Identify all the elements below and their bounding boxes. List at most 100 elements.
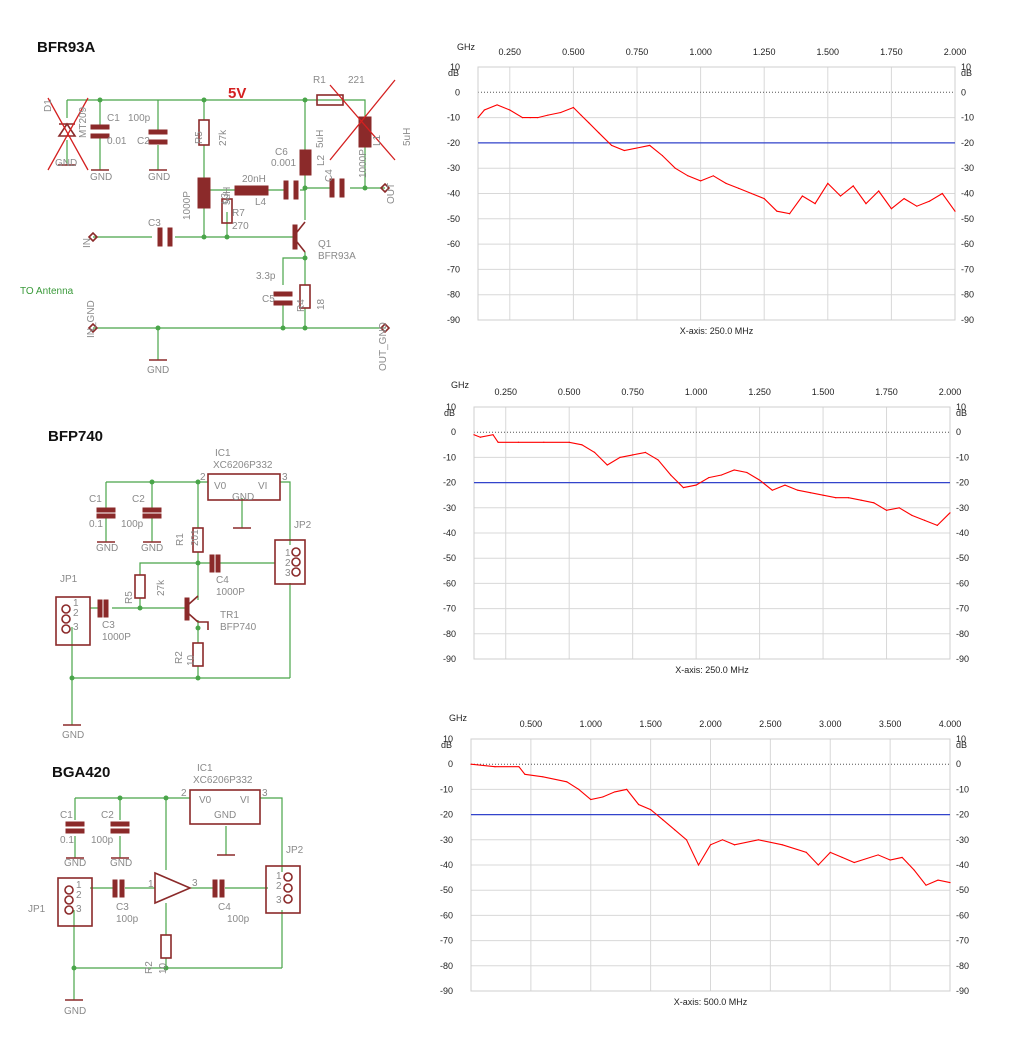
y-tick-label-left: -10 xyxy=(447,113,460,123)
resistor-r2-bfp740 xyxy=(192,642,204,667)
y-tick-label-left: 10 xyxy=(443,734,453,744)
data-point xyxy=(566,781,568,783)
data-point xyxy=(568,441,570,443)
label-c4-value-bga420: 100p xyxy=(227,914,250,925)
transistor-q1 xyxy=(292,221,306,253)
data-point xyxy=(614,791,616,793)
label-c5: C5 xyxy=(262,294,275,305)
bga420-wires xyxy=(73,797,283,1000)
data-point xyxy=(602,796,604,798)
data-point xyxy=(903,197,905,200)
label-ic1-bfp740: IC1 xyxy=(215,448,231,459)
gnd-symbols-bfr93a xyxy=(58,164,167,361)
label-c4: C4 xyxy=(324,169,335,182)
schematic-bfp740: BFP740 xyxy=(48,428,312,741)
bfr93a-port-markers xyxy=(87,182,391,334)
capacitor-c3-bga420 xyxy=(112,879,125,898)
capacitor-c4 xyxy=(329,178,345,198)
y-unit-label-right: dB xyxy=(961,68,972,78)
x-unit-label: GHz xyxy=(449,713,468,723)
resistor-r1-bfp740 xyxy=(192,527,204,553)
y-tick-label-right: -80 xyxy=(956,961,969,971)
resistor-r2-bga420 xyxy=(160,934,172,959)
data-point xyxy=(674,167,676,169)
plot-border xyxy=(470,738,951,992)
data-point xyxy=(829,851,831,854)
data-point xyxy=(924,519,926,522)
label-gnd-c2-bfp740: GND xyxy=(141,543,163,554)
label-amp-pin1: 1 xyxy=(148,879,154,890)
y-tick-label-right: -60 xyxy=(956,910,969,920)
label-l1: L1 xyxy=(372,134,383,146)
y-tick-label-left: 0 xyxy=(455,87,460,97)
label-jp1-pin3-bga420: 3 xyxy=(76,904,82,915)
label-q1: Q1 xyxy=(318,239,332,250)
bfr93a-junctions xyxy=(97,97,368,331)
label-r1-value-bfp740: 201 xyxy=(190,529,201,546)
ic1-bfp740 xyxy=(207,473,281,501)
y-tick-label-left: 10 xyxy=(450,62,460,72)
ic1-bga420 xyxy=(189,789,261,825)
label-r4-value: 18 xyxy=(316,298,327,310)
data-point xyxy=(606,464,608,466)
data-point xyxy=(695,484,697,486)
plot-border xyxy=(477,66,956,321)
label-c5-value: 3.3p xyxy=(256,271,276,282)
data-point xyxy=(801,195,803,197)
data-point xyxy=(913,869,915,871)
y-tick-label-right: 0 xyxy=(956,759,961,769)
data-point xyxy=(841,856,843,859)
data-point xyxy=(560,111,562,114)
capacitor-c4-bga420 xyxy=(212,879,225,898)
x-tick-label: 1.500 xyxy=(639,719,662,729)
label-c1-bga420: C1 xyxy=(60,810,73,821)
label-jp2-pin3-bga420: 3 xyxy=(276,895,282,906)
label-jp2-pin1-bfp740: 1 xyxy=(285,548,291,559)
y-tick-label-left: -20 xyxy=(443,478,456,488)
label-c2-value: 100p xyxy=(128,113,151,124)
data-point xyxy=(479,436,481,438)
label-c2-bfp740: C2 xyxy=(132,494,145,505)
connector-jp2-bga420 xyxy=(265,865,301,914)
schematic-bfr93a: BFR93A 5V TO Antenna xyxy=(20,39,413,376)
data-point xyxy=(814,203,816,205)
label-in-gnd: IN_GND xyxy=(86,300,97,338)
y-tick-label-left: -60 xyxy=(440,910,453,920)
label-l2-value: 5uH xyxy=(315,130,326,148)
data-point xyxy=(928,200,931,202)
data-point xyxy=(763,197,765,200)
label-pin2-bga420: 2 xyxy=(181,788,187,799)
data-point xyxy=(822,494,824,496)
data-point xyxy=(661,154,664,157)
data-point xyxy=(746,471,748,474)
label-c2-value-bfp740: 100p xyxy=(121,519,144,530)
x-tick-label: 1.500 xyxy=(817,47,840,57)
capacitor-c2 xyxy=(148,129,168,145)
label-l1-value: 5uH xyxy=(402,128,413,146)
y-tick-label-left: -30 xyxy=(447,163,460,173)
data-point xyxy=(709,844,712,846)
capacitor-c5 xyxy=(273,291,293,306)
label-r1-bfp740: R1 xyxy=(175,533,186,546)
x-tick-label: 0.750 xyxy=(626,47,649,57)
series-line xyxy=(473,434,951,527)
label-pin3-bfp740: 3 xyxy=(282,472,288,483)
gnd-symbols-bga420 xyxy=(65,854,235,1001)
data-point xyxy=(759,479,761,481)
label-c6: C6 xyxy=(275,147,288,158)
y-tick-label-left: -50 xyxy=(447,214,460,224)
data-point xyxy=(700,180,702,182)
label-c3-value-bga420: 100p xyxy=(116,914,139,925)
y-tick-label-right: -50 xyxy=(961,214,974,224)
data-point xyxy=(644,451,646,453)
label-c1-value: 0.01 xyxy=(107,136,127,147)
label-r2-value-bfp740: 10 xyxy=(186,654,197,666)
data-point xyxy=(626,788,628,791)
y-tick-label-right: -40 xyxy=(956,528,969,538)
x-unit-label: GHz xyxy=(451,380,470,390)
plot-border xyxy=(473,406,951,660)
label-gnd-ic-bga420: GND xyxy=(214,810,236,821)
capacitor-c6 xyxy=(283,180,299,200)
data-point xyxy=(682,487,685,489)
y-tick-label-left: -30 xyxy=(443,503,456,513)
